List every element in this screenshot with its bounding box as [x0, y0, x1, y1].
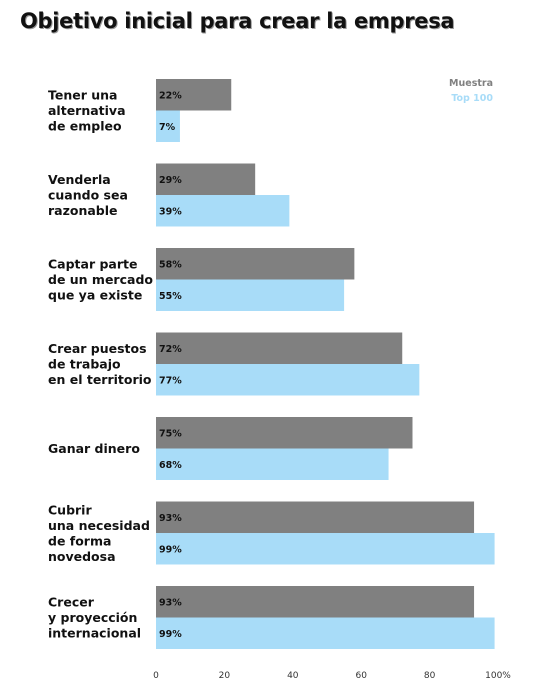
tick-label: 100% — [485, 671, 511, 681]
tick-label: 40 — [287, 671, 299, 681]
category-label: de un mercado — [48, 272, 153, 287]
tick-label: 0 — [153, 671, 159, 681]
bar-top-100 — [156, 617, 495, 649]
bar-top-100 — [156, 364, 420, 396]
bar-muestra — [156, 417, 413, 449]
category-label: internacional — [48, 626, 141, 641]
bar-muestra — [156, 79, 232, 111]
data-label: 7% — [159, 122, 176, 133]
bar-top-100 — [156, 279, 345, 311]
category-label: Tener una — [48, 88, 117, 103]
data-label: 77% — [159, 375, 182, 386]
category-label: razonable — [48, 203, 118, 218]
data-label: 99% — [159, 629, 182, 640]
legend: Muestra Top 100 — [449, 78, 493, 104]
category-label: en el territorio — [48, 372, 152, 387]
tick-label: 20 — [219, 671, 231, 681]
category-label: Venderla — [48, 172, 111, 187]
data-label: 93% — [159, 597, 182, 608]
category-label: Cubrir — [48, 502, 92, 517]
bar-muestra — [156, 248, 355, 280]
bar-top-100 — [156, 533, 495, 565]
data-label: 55% — [159, 291, 182, 302]
bar-muestra — [156, 586, 475, 618]
bar-muestra — [156, 332, 403, 364]
tick-label: 60 — [355, 671, 367, 681]
legend-entry: Top 100 — [451, 93, 493, 104]
category-label: cuando sea — [48, 188, 128, 203]
data-label: 93% — [159, 513, 182, 524]
category-label: de forma — [48, 533, 111, 548]
data-label: 58% — [159, 259, 182, 270]
data-label: 29% — [159, 175, 182, 186]
category-label: Captar parte — [48, 257, 137, 272]
data-label: 99% — [159, 544, 182, 555]
bar-top-100 — [156, 195, 290, 227]
data-label: 75% — [159, 428, 182, 439]
category-label: de trabajo — [48, 357, 121, 372]
category-label: que ya existe — [48, 288, 142, 303]
bar-top-100 — [156, 110, 180, 142]
data-label: 22% — [159, 90, 182, 101]
category-label: Crecer — [48, 595, 95, 610]
category-label: alternativa — [48, 103, 126, 118]
category-label: de empleo — [48, 119, 122, 134]
category-label: y proyección — [48, 610, 137, 625]
bar-muestra — [156, 163, 256, 195]
category-label: novedosa — [48, 549, 116, 564]
category-label: una necesidad — [48, 518, 150, 533]
legend-entry: Muestra — [449, 78, 493, 89]
bar-muestra — [156, 501, 475, 533]
data-label: 68% — [159, 460, 182, 471]
bar-top-100 — [156, 448, 389, 480]
x-axis-ticks: 0 20 40 60 80 100% — [153, 671, 511, 681]
data-label: 72% — [159, 344, 182, 355]
category-label: Ganar dinero — [48, 441, 140, 456]
category-label: Crear puestos — [48, 341, 147, 356]
data-label: 39% — [159, 206, 182, 217]
category-group: 75% 68% Ganar dinero — [48, 417, 413, 480]
chart-title: Objetivo inicial para crear la empresa — [20, 9, 455, 33]
tick-label: 80 — [424, 671, 436, 681]
